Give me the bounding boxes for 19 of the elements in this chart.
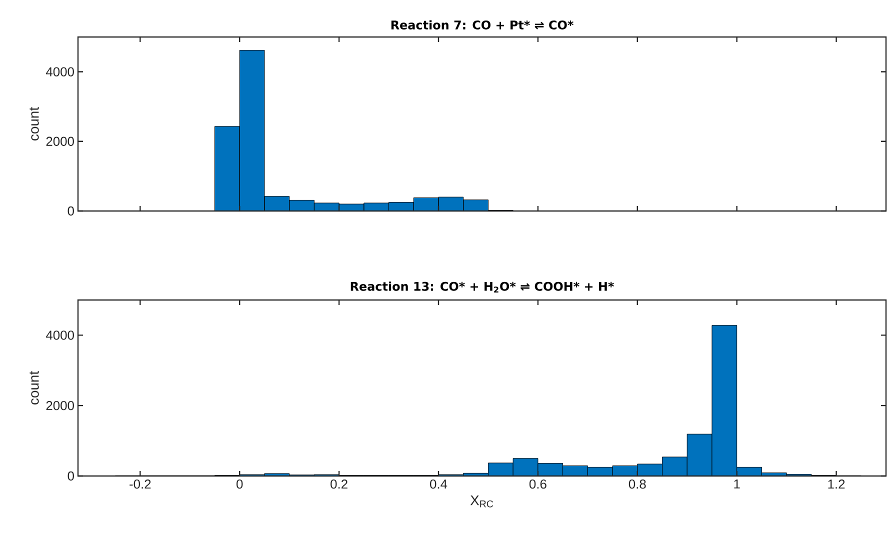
x-tick-label: 0.2: [330, 480, 348, 489]
x-tick-label: -0.2: [130, 480, 151, 489]
x-tick-label: 0.6: [529, 480, 546, 489]
y-tick-label: 4000: [46, 67, 74, 76]
y-axis-title: count: [30, 107, 39, 140]
y-tick-label: 0: [68, 471, 74, 481]
y-tick-label: 2000: [46, 400, 74, 410]
y-axis-title: count: [30, 371, 39, 404]
y-tick-label: 4000: [46, 330, 74, 340]
chart-title: Reaction 7: CO + Pt* ⇌ CO*: [391, 20, 574, 30]
x-tick-label: 0: [236, 480, 243, 489]
x-tick-label: 1.2: [828, 480, 845, 489]
y-tick-label: 2000: [46, 136, 74, 146]
x-tick-label: 0.4: [430, 480, 448, 489]
x-tick-label: 0.8: [628, 480, 646, 489]
x-axis-title: X$_{RC}$: [470, 496, 494, 508]
x-tick-label: 1: [734, 480, 740, 488]
y-tick-label: 0: [68, 206, 74, 216]
chart-title: Reaction 13: CO* + H$_{2}$O* ⇌ COOH* + H*: [350, 282, 614, 292]
